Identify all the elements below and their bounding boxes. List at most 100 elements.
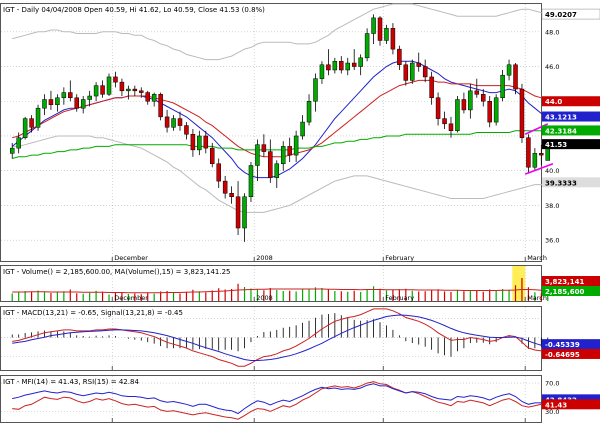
candle-body: [339, 61, 344, 71]
candle-body: [151, 94, 157, 102]
candle-body: [268, 151, 273, 178]
panel-title-osc: IGT - MFI(14) = 41.43, RSI(15) = 42.84: [3, 378, 139, 386]
candle-body: [22, 118, 28, 138]
price-value-label: 41.53: [545, 141, 567, 149]
y-tick-label: 40.0: [545, 167, 559, 175]
candle-body: [184, 125, 189, 135]
panel-title-macd: IGT - MACD(13,21) = -0.65, Signal(13,21,…: [3, 309, 183, 317]
candle-body: [403, 64, 409, 81]
volume-value-label: 3,823,141: [545, 278, 585, 286]
candle-body: [319, 64, 325, 79]
price-line-0: [12, 3, 548, 61]
macd-value-label: -0.64695: [545, 351, 580, 359]
price-value-label: 43.1213: [545, 114, 577, 122]
price-value-label-box: [541, 8, 600, 20]
candle-body: [526, 137, 531, 168]
candle-body: [397, 48, 402, 66]
candle-body: [80, 99, 86, 109]
candle-body: [429, 76, 434, 99]
candle-body: [442, 118, 447, 125]
price-value-label: 44.0: [545, 98, 562, 106]
candle-body: [35, 107, 41, 128]
candle-body: [68, 92, 73, 99]
candle-body: [87, 95, 92, 100]
volume-value-label-box: [542, 276, 600, 286]
candle-body: [416, 62, 421, 67]
candle-body: [177, 118, 183, 126]
candle-body: [300, 121, 305, 137]
candle-body: [248, 165, 254, 197]
x-tick-label-volume: 2008: [256, 294, 273, 302]
trendline: [524, 163, 554, 175]
candle-body: [506, 64, 512, 76]
candle-body: [48, 99, 54, 105]
candle-body: [42, 99, 47, 109]
candle-body: [539, 153, 544, 156]
volume-value-label-box: [542, 286, 600, 296]
panel-title-volume: IGT - Volume() = 2,185,600.00, MA(Volume…: [3, 268, 231, 276]
price-value-label-box: [542, 125, 600, 136]
candle-body: [261, 144, 267, 152]
macd-value-label-box: [542, 348, 600, 359]
candle-body: [345, 62, 351, 71]
candle-body: [364, 33, 370, 59]
candle-body: [513, 64, 518, 90]
candle-body: [500, 74, 505, 99]
candle-body: [171, 118, 176, 128]
candle-body: [384, 28, 389, 41]
candle-body: [235, 196, 241, 229]
x-tick-label-volume: February: [385, 294, 414, 302]
candle-body: [164, 116, 170, 128]
candle-body: [255, 144, 260, 166]
candle-body: [119, 81, 125, 92]
y-tick-label: 36.0: [545, 237, 559, 245]
candle-body: [371, 17, 376, 34]
price-line-3: [12, 79, 549, 158]
y-tick-label: 48.0: [545, 28, 559, 36]
candle-body: [216, 163, 221, 182]
macd-signal-line: [12, 314, 548, 361]
candle-body: [287, 146, 292, 156]
rsi-line: [12, 383, 548, 415]
candle-body: [306, 100, 312, 123]
candle-body: [190, 133, 196, 151]
candle-body: [209, 147, 215, 165]
price-value-label-box: [542, 139, 600, 150]
candle-body: [280, 146, 286, 165]
candle-body: [358, 57, 363, 67]
candle-body: [55, 97, 60, 105]
osc-value-label: 41.43: [545, 401, 567, 409]
candle-body: [74, 97, 80, 109]
x-tick-label-price: 2008: [256, 254, 273, 262]
candle-body: [158, 94, 163, 118]
candle-body: [93, 85, 99, 97]
panel-frame-osc: [0, 375, 542, 423]
candle-body: [203, 135, 209, 149]
price-value-label-box: [542, 111, 600, 122]
candle-body: [9, 147, 15, 154]
macd-line: [12, 308, 548, 367]
candle-body: [455, 99, 460, 132]
candle-body: [139, 90, 144, 93]
x-tick-label-price: December: [114, 254, 148, 262]
x-tick-label-price: February: [385, 254, 414, 262]
price-value-label: 49.0207: [545, 11, 577, 19]
candle-body: [197, 135, 202, 151]
volume-ma-line: [12, 288, 548, 294]
price-line-1: [12, 135, 548, 213]
candle-body: [487, 100, 492, 123]
candle-body: [293, 135, 299, 156]
panel-frame-price: [0, 3, 542, 262]
candle-body: [326, 64, 331, 71]
candle-body: [448, 123, 454, 132]
price-value-label-box: [542, 177, 600, 188]
candle-body: [242, 196, 247, 229]
candle-body: [229, 193, 234, 197]
x-tick-label-volume: December: [114, 294, 148, 302]
price-line-4: [12, 130, 548, 159]
osc-y-tick-label: 30.0: [545, 408, 559, 416]
candle-body: [351, 62, 357, 67]
candle-body: [29, 118, 34, 128]
